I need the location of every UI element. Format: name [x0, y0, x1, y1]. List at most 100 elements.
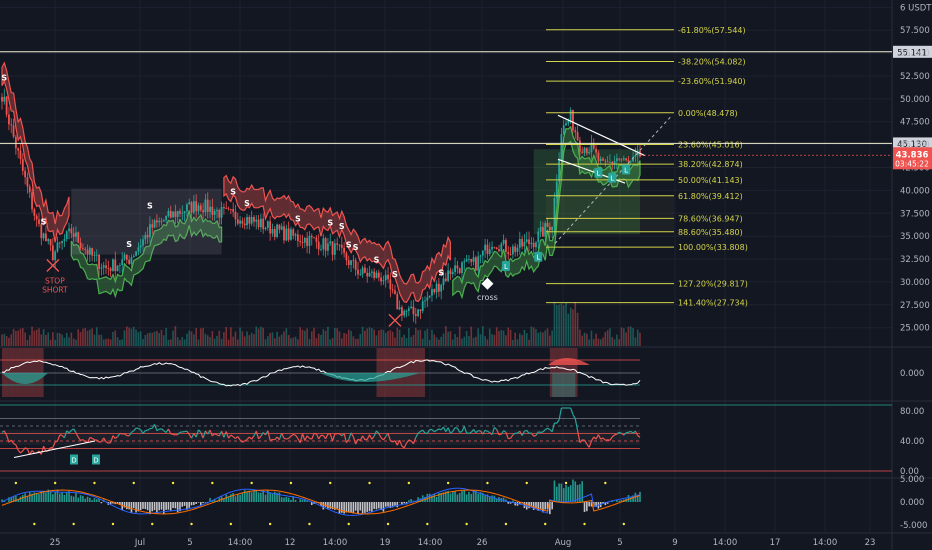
rsi-segment — [588, 440, 593, 448]
candle-body — [259, 218, 262, 228]
rsi-segment — [630, 430, 634, 434]
bar-countdown: 03:45:22 — [895, 159, 929, 168]
candle-body — [70, 228, 73, 234]
volume-bar — [565, 302, 567, 346]
candle-body — [257, 219, 260, 228]
rsi-segment — [461, 426, 465, 432]
volume-bar — [491, 334, 493, 346]
candle-body — [407, 308, 410, 311]
macd-histogram-bar — [301, 499, 304, 502]
volume-bar — [530, 326, 533, 346]
candle-body — [419, 309, 422, 312]
macd-histogram-bar — [183, 502, 186, 506]
volume-bar — [176, 337, 179, 346]
candle-body — [514, 246, 517, 252]
rsi-segment — [480, 430, 484, 435]
volume-bar — [542, 332, 544, 346]
candle-body — [255, 219, 258, 222]
rsi-segment — [251, 435, 255, 440]
candle-body — [615, 158, 618, 162]
candle-body — [324, 238, 327, 251]
time-axis-label: Aug — [555, 538, 572, 548]
candle-body — [574, 130, 577, 133]
volume-bar — [49, 339, 52, 346]
candle-body — [151, 224, 154, 228]
buy-signal-badge — [534, 251, 543, 262]
volume-bar — [636, 329, 639, 346]
volume-bar — [253, 334, 255, 346]
candle-body — [118, 264, 121, 266]
volume-bar — [412, 334, 415, 346]
volume-bar — [583, 332, 586, 346]
candle-body — [12, 125, 15, 137]
volume-bar — [479, 334, 482, 346]
volume-bar — [183, 339, 186, 346]
volume-bar — [65, 333, 68, 346]
candle-body — [218, 210, 221, 218]
rsi-segment — [133, 427, 137, 432]
macd-histogram-bar — [264, 494, 267, 502]
macd-histogram-bar — [33, 492, 36, 502]
candle-body — [209, 206, 211, 212]
candle-body — [88, 248, 91, 255]
volume-bar — [475, 336, 477, 346]
volume-bar — [230, 327, 232, 346]
macd-histogram-bar — [324, 502, 327, 507]
volume-bar — [440, 336, 443, 346]
candle-body — [63, 239, 66, 241]
volume-bar — [502, 330, 505, 346]
price-axis[interactable]: 25.000 27.500 30.000 32.500 35.000 37.500 40.0… — [640, 3, 932, 334]
volume-bar — [595, 333, 597, 346]
fib-level-label: -61.80%(57.544) — [678, 26, 746, 35]
candle-body — [525, 239, 528, 242]
rsi-segment — [82, 439, 86, 443]
volume-bar — [347, 329, 350, 346]
volume-bar — [107, 338, 110, 346]
fibonacci-levels[interactable]: -61.80%(57.544) -38.20%(54.082) -23.60%(51… — [546, 26, 748, 308]
price-axis-label: 25.000 — [900, 324, 930, 334]
candle-body — [359, 274, 362, 275]
osc-zone-red — [549, 348, 557, 397]
candle-body — [463, 261, 466, 263]
candle-body — [149, 224, 151, 238]
volume-bar — [625, 332, 627, 346]
volume-bar — [304, 330, 306, 346]
macd-histogram-bar — [204, 502, 207, 503]
candlesticks[interactable] — [1, 88, 641, 324]
candle-body — [382, 280, 385, 282]
volume-bar — [468, 336, 470, 346]
candle-body — [303, 237, 306, 243]
volume-bar — [549, 335, 551, 346]
candle-body — [262, 218, 265, 230]
rsi-segment — [103, 437, 107, 442]
macd-histogram-bar — [306, 500, 308, 502]
price-axis-label: 27.500 — [900, 301, 930, 311]
volume-bar — [620, 327, 623, 346]
price-axis-label: 57.500 — [900, 26, 930, 36]
macd-histogram-bar — [225, 494, 228, 502]
macd-histogram-bar — [616, 500, 618, 502]
macd-histogram-bar — [486, 494, 489, 502]
volume-bar — [24, 332, 26, 346]
macd-histogram-bar — [632, 495, 634, 502]
candle-body — [548, 226, 551, 231]
candle-body — [105, 265, 107, 269]
candle-body — [169, 210, 172, 218]
volume-bar — [213, 338, 216, 346]
volume-bar — [315, 338, 318, 346]
volume-bar — [500, 330, 503, 346]
rsi-segment — [433, 429, 437, 433]
candle-body — [431, 289, 433, 296]
volume-bar — [260, 326, 262, 346]
volume-bar — [470, 326, 473, 346]
volume-bar — [602, 337, 604, 346]
volume-bar — [417, 330, 419, 346]
volume-bar — [421, 338, 424, 346]
time-axis[interactable]: 25 Jul 5 14:00 12 14:00 19 14:00 26 Aug 5 9 14:00 17 1… — [50, 538, 876, 548]
volume-bar — [290, 338, 292, 346]
volume-bar — [384, 332, 387, 346]
rsi-segment — [246, 436, 250, 440]
volume-bar — [611, 337, 614, 346]
horizontal-levels[interactable]: 55.141 45.130 — [0, 45, 932, 150]
